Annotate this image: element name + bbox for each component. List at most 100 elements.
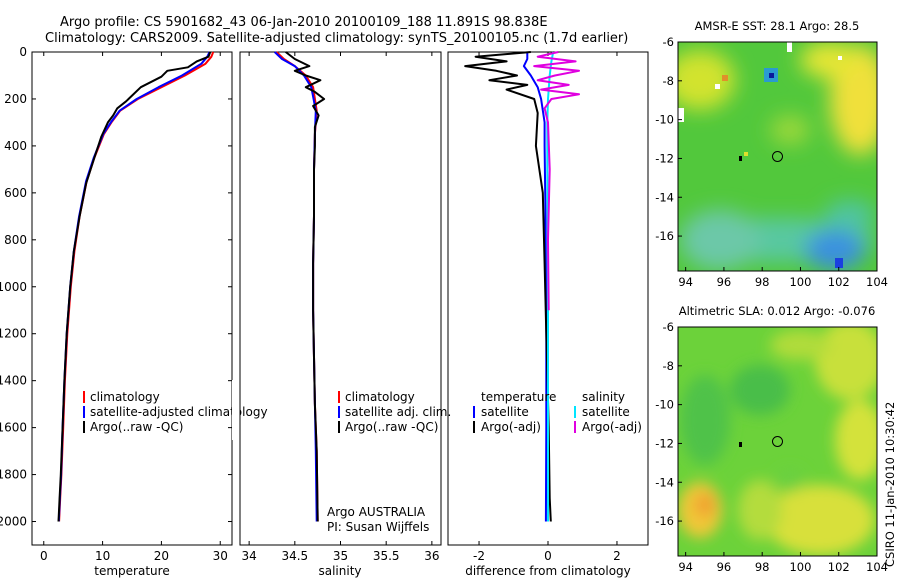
series-line-climatology — [58, 51, 215, 522]
sst-map-panel: AMSR-E SST: 28.1 Argo: 28.5 — [655, 19, 888, 289]
map-x-tick-label: 102 — [828, 560, 850, 574]
depth-tick-label: 1000 — [0, 280, 27, 294]
map-x-tick-label: 98 — [755, 275, 770, 289]
temperature-x-ticks: 0 10 20 30 — [40, 52, 228, 563]
map-x-tick-label: 102 — [828, 275, 850, 289]
depth-tick-label: 600 — [4, 186, 27, 200]
map-x-tick-label: 96 — [717, 275, 732, 289]
map-x-tick-label: 104 — [866, 275, 888, 289]
depth-tick-label: 1800 — [0, 468, 27, 482]
difference-legend: temperature salinity satellite Argo(-adj… — [473, 390, 642, 434]
figure-title-line2: Climatology: CARS2009. Satellite-adjuste… — [45, 31, 628, 46]
x-tick-label: 34.5 — [281, 549, 308, 563]
map-y-tick-label: -8 — [663, 359, 674, 373]
depth-tick-label: 800 — [4, 233, 27, 247]
map-x-tick-label: 100 — [789, 560, 811, 574]
map-y-tick-label: -6 — [663, 320, 674, 334]
difference-panel: -2 0 2 difference from climatology tempera… — [447, 51, 649, 578]
figure-title-line1: Argo profile: CS 5901682_43 06-Jan-2010 … — [60, 15, 548, 30]
sst-map-frame — [677, 41, 878, 272]
x-tick-label: 35.5 — [373, 549, 400, 563]
legend-label-climatology: climatology — [345, 390, 415, 404]
difference-x-ticks: -2 0 2 — [473, 52, 621, 563]
series-line-argo-raw-qc — [57, 51, 212, 522]
series-line-temperature-satellite — [522, 52, 548, 522]
salinity-legend: climatology satellite adj. clim. Argo(..… — [338, 390, 451, 434]
x-tick-label: 2 — [613, 549, 621, 563]
sla-heatmap — [678, 327, 877, 556]
argo-float-marker — [772, 151, 783, 162]
map-x-tick-label: 104 — [866, 560, 888, 574]
sla-map-ticks: 94 96 98 100 102 104 -6 -8 -10 -12 -14 -16 — [655, 320, 888, 574]
temperature-panel: 0 200 400 600 800 1000 1200 1400 1600 1800 2000 0 1… — [0, 45, 268, 578]
x-tick-label: 10 — [95, 549, 110, 563]
sst-map-title: AMSR-E SST: 28.1 Argo: 28.5 — [695, 19, 860, 33]
temperature-legend: climatology satellite-adjusted climatolo… — [83, 390, 268, 434]
x-tick-label: 30 — [213, 549, 228, 563]
x-tick-label: 0 — [544, 549, 552, 563]
map-y-tick-label: -6 — [663, 35, 674, 49]
argo-float-marker — [772, 436, 783, 447]
sla-map-panel: Altimetric SLA: 0.012 Argo: -0.076 94 96 9… — [655, 304, 888, 574]
salinity-x-ticks: 34 34.5 35 35.5 36 — [241, 52, 440, 563]
sst-map-ticks: 94 96 98 100 102 104 -6 -8 -10 -12 -14 -16 — [655, 35, 888, 289]
sla-map-frame — [677, 326, 878, 557]
legend-label-argo: Argo(..raw -QC) — [345, 420, 438, 434]
salinity-axes-frame — [239, 51, 442, 546]
legend-label-climatology: climatology — [90, 390, 160, 404]
map-x-tick-label: 94 — [678, 560, 693, 574]
depth-tick-label: 1400 — [0, 374, 27, 388]
map-x-tick-label: 94 — [678, 275, 693, 289]
series-line-temperature-argo-adj — [464, 51, 552, 522]
legend-label-argo: Argo(..raw -QC) — [90, 420, 183, 434]
map-y-tick-label: -8 — [663, 74, 674, 88]
series-line-salinity-satellite — [546, 51, 555, 522]
legend-label-temp-satellite: satellite — [481, 405, 529, 419]
temperature-series — [32, 51, 232, 523]
legend-label-satellite-adj: satellite adj. clim. — [345, 405, 451, 419]
salinity-panel: 34 34.5 35 35.5 36 salinity climatology sate… — [239, 51, 451, 578]
x-tick-label: 35 — [333, 549, 348, 563]
legend-header-temperature: temperature — [481, 390, 556, 404]
x-tick-label: 20 — [154, 549, 169, 563]
depth-tick-label: 0 — [19, 45, 27, 59]
sla-map-title: Altimetric SLA: 0.012 Argo: -0.076 — [679, 304, 876, 318]
depth-tick-label: 400 — [4, 139, 27, 153]
depth-tick-label: 1200 — [0, 327, 27, 341]
salinity-xlabel: salinity — [318, 564, 361, 578]
map-y-tick-label: -12 — [655, 151, 674, 165]
legend-header-salinity: salinity — [582, 390, 625, 404]
map-x-tick-label: 100 — [789, 275, 811, 289]
series-line-climatology — [275, 51, 319, 522]
temperature-axes-frame — [31, 51, 233, 546]
map-y-tick-label: -16 — [655, 514, 674, 528]
depth-tick-label: 200 — [4, 92, 27, 106]
series-line-argo-raw-qc — [285, 51, 326, 522]
legend-label-satellite-adjusted: satellite-adjusted climatology — [90, 405, 268, 419]
difference-series — [464, 51, 580, 522]
map-y-tick-label: -10 — [655, 398, 674, 412]
map-y-tick-label: -10 — [655, 113, 674, 127]
series-line-satellite-adjusted-climatology — [57, 51, 211, 522]
difference-xlabel: difference from climatology — [465, 564, 631, 578]
x-tick-label: 34 — [241, 549, 256, 563]
temperature-xlabel: temperature — [94, 564, 169, 578]
map-x-tick-label: 96 — [717, 560, 732, 574]
sst-heatmap — [678, 42, 877, 271]
x-tick-label: 0 — [40, 549, 48, 563]
temperature-legend-clip — [232, 380, 240, 440]
annotation-pi: PI: Susan Wijffels — [327, 520, 429, 534]
credit-stamp: CSIRO 11-Jan-2010 10:30:42 — [883, 402, 897, 567]
map-y-tick-label: -14 — [655, 190, 674, 204]
legend-label-sal-satellite: satellite — [582, 405, 630, 419]
map-y-tick-label: -14 — [655, 475, 674, 489]
x-tick-label: -2 — [473, 549, 485, 563]
depth-tick-label: 1600 — [0, 421, 27, 435]
map-y-tick-label: -12 — [655, 436, 674, 450]
legend-label-sal-argo: Argo(-adj) — [582, 420, 642, 434]
map-x-tick-label: 98 — [755, 560, 770, 574]
map-y-tick-label: -16 — [655, 229, 674, 243]
x-tick-label: 36 — [424, 549, 439, 563]
salinity-series — [274, 51, 326, 522]
